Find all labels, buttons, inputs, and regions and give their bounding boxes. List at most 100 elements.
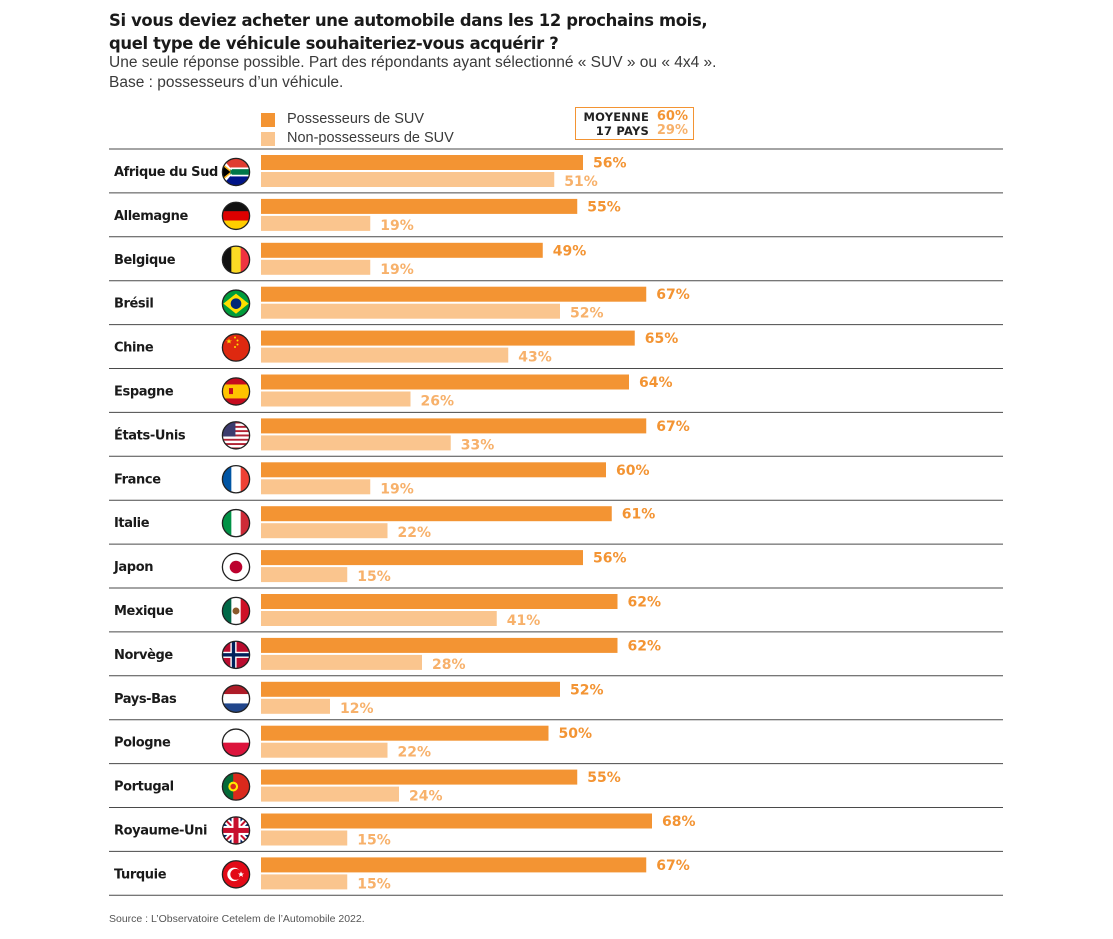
value-label-non-owners: 15% [357,876,391,892]
value-label-owners: 67% [656,287,690,303]
bar-owners [261,462,606,478]
country-label: Belgique [114,253,176,268]
bar-owners [261,725,549,741]
average-row-non-owners: 17 PAYS 29% [576,123,693,139]
bar-non-owners [261,259,371,275]
bar-owners [261,242,543,258]
bar-non-owners [261,303,560,319]
value-label-owners: 56% [593,551,627,567]
row-japon: Japon 56% 15% [109,550,1003,589]
value-label-non-owners: 43% [518,350,552,366]
value-label-non-owners: 22% [398,745,432,761]
average-non-owners-value: 29% [656,123,688,138]
japan-flag-icon [221,552,251,582]
value-label-non-owners: 19% [380,218,414,234]
average-row-owners: MOYENNE 60% [576,109,693,125]
value-label-owners: 55% [587,770,621,786]
bar-owners [261,637,618,653]
country-label: Afrique du Sud [114,165,218,180]
bar-owners [261,506,612,522]
country-label: France [114,472,161,487]
chart-subtitle: Une seule réponse possible. Part des rép… [109,53,716,93]
bar-owners [261,813,652,829]
bar-non-owners [261,786,399,802]
value-label-owners: 56% [593,156,627,172]
value-label-owners: 62% [628,595,662,611]
row-norvège: Norvège 62% 28% [109,637,1003,677]
row-belgique: Belgique 49% 19% [109,242,1003,282]
row-chine: Chine 65% 43% [109,330,1003,369]
bar-non-owners [261,391,411,407]
value-label-non-owners: 26% [421,394,455,410]
bar-owners [261,286,647,302]
row-espagne: Espagne 64% 26% [109,374,1003,413]
average-box: MOYENNE 60% 17 PAYS 29% [575,107,694,140]
brazil-flag-icon [221,289,251,318]
row-italie: Italie 61% 22% [109,506,1003,545]
country-label: Allemagne [114,209,188,224]
bar-owners [261,330,635,346]
country-label: Portugal [114,780,174,795]
country-label: Brésil [114,297,153,312]
value-label-owners: 65% [645,331,679,347]
average-label: MOYENNE [583,110,649,124]
china-flag-icon [221,333,251,362]
value-label-non-owners: 15% [357,569,391,585]
value-label-non-owners: 51% [564,174,598,190]
bar-owners [261,155,583,170]
row-france: France 60% 19% [109,462,1003,501]
usa-flag-icon [221,421,251,450]
chart-subtitle-line-1: Une seule réponse possible. Part des rép… [109,54,717,71]
value-label-non-owners: 15% [357,833,391,849]
bar-owners [261,594,618,609]
value-label-owners: 50% [559,726,593,742]
germany-flag-icon [221,201,251,231]
bar-non-owners [261,567,348,583]
country-label: Pays-Bas [114,692,177,707]
legend-swatch-owners [261,113,275,127]
bar-non-owners [261,479,371,495]
bar-non-owners [261,172,555,187]
country-label: Chine [114,341,154,356]
value-label-owners: 62% [628,638,662,654]
value-label-owners: 52% [570,682,604,698]
bar-non-owners [261,698,330,714]
average-countries-label: 17 PAYS [595,124,649,138]
bar-non-owners [261,874,348,890]
country-label: Turquie [114,867,167,882]
bar-owners [261,198,578,214]
value-label-non-owners: 19% [380,262,414,278]
value-label-owners: 67% [656,858,690,874]
bar-owners [261,857,647,873]
value-label-non-owners: 24% [409,789,443,805]
bar-non-owners [261,435,451,451]
row-royaume-uni: Royaume-Uni 68% 15% [109,813,1003,852]
netherlands-flag-icon [221,684,251,714]
uk-flag-icon [221,816,251,845]
value-label-owners: 55% [587,199,621,215]
mexico-flag-icon [221,596,251,626]
row-turquie: Turquie 67% 15% [109,857,1003,896]
bar-owners [261,769,578,785]
legend-swatch-non-owners [261,132,275,146]
chart-title-line-1: Si vous deviez acheter une automobile da… [109,11,708,30]
italy-flag-icon [221,508,251,538]
country-label: Pologne [114,736,171,751]
bar-non-owners [261,347,509,363]
average-owners-value: 60% [656,109,688,124]
source-note: Source : L’Observatoire Cetelem de l’Aut… [109,913,365,925]
value-label-owners: 68% [662,814,696,830]
row-allemagne: Allemagne 55% 19% [109,198,1003,238]
chart-title: Si vous deviez acheter une automobile da… [109,9,708,55]
country-label: Espagne [114,385,174,400]
turkey-flag-icon [221,860,251,889]
legend: Possesseurs de SUV Non-possesseurs de SU… [261,110,454,148]
south-africa-flag-icon [221,157,251,187]
bar-non-owners [261,611,497,626]
legend-item-owners: Possesseurs de SUV [261,110,454,129]
row-états-unis: États-Unis 67% 33% [109,418,1003,457]
legend-label-non-owners: Non-possesseurs de SUV [287,130,454,146]
value-label-non-owners: 52% [570,306,604,322]
bar-non-owners [261,654,422,670]
